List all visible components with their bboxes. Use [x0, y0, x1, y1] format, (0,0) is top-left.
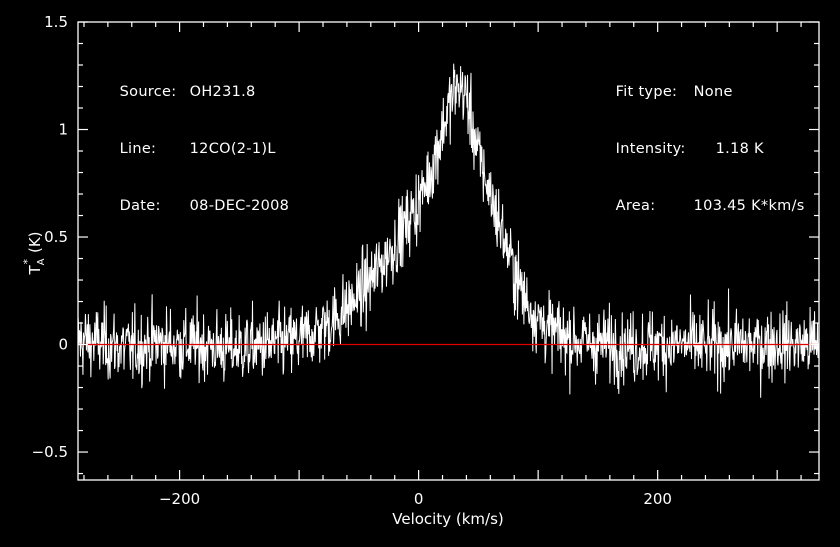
- intensity-value: 1.18 K: [715, 141, 764, 157]
- x-axis-label: Velocity (km/s): [392, 510, 503, 528]
- y-tick-label: 1: [58, 121, 68, 139]
- y-axis-label-main: T: [26, 265, 44, 276]
- fit-type-value: None: [693, 84, 733, 100]
- line-value: 12CO(2-1)L: [189, 141, 276, 157]
- header-row-date: Date: 08-DEC-2008: [100, 182, 289, 214]
- y-axis-label-unit: (K): [26, 231, 44, 253]
- y-axis-label-sub: A: [36, 258, 47, 265]
- y-tick-label: 0.5: [44, 228, 68, 246]
- y-tick-label: 1.5: [44, 13, 68, 31]
- date-value: 08-DEC-2008: [189, 198, 290, 214]
- y-axis-label-sup: *: [21, 259, 34, 265]
- y-axis-label: TA* (K): [21, 231, 47, 275]
- y-tick-label: 0: [58, 336, 68, 354]
- source-value: OH231.8: [189, 84, 256, 100]
- line-key: Line:: [119, 141, 157, 157]
- header-row-intensity: Intensity: 1.18 K: [596, 125, 805, 157]
- x-tick-label: −200: [159, 490, 200, 508]
- header-row-source: Source: OH231.8: [100, 68, 289, 100]
- plot-frame: [77, 21, 820, 481]
- x-tick-labels: −200 0 200: [159, 490, 672, 508]
- svg-text:TA*(K): TA* (K): [21, 231, 47, 275]
- header-row-fit-type: Fit type: None: [596, 68, 805, 100]
- x-tick-label: 200: [643, 490, 672, 508]
- source-key: Source:: [119, 84, 177, 100]
- area-value: 103.45 K*km/s: [693, 198, 805, 214]
- x-tick-label: 0: [414, 490, 424, 508]
- header-left-info: Source: OH231.8 Line: 12CO(2-1)L Date: 08-D…: [100, 36, 289, 223]
- intensity-key: Intensity:: [615, 141, 686, 157]
- y-tick-labels: −0.5 0 0.5 1 1.5: [32, 13, 68, 461]
- header-row-area: Area: 103.45 K*km/s: [596, 182, 805, 214]
- header-row-line: Line: 12CO(2-1)L: [100, 125, 289, 157]
- axis-ticks: [78, 21, 819, 480]
- header-right-info: Fit type: None Intensity: 1.18 K Area: 103.…: [596, 36, 805, 223]
- fit-type-key: Fit type:: [615, 84, 678, 100]
- date-key: Date:: [119, 198, 161, 214]
- y-tick-label: −0.5: [32, 443, 68, 461]
- area-key: Area:: [615, 198, 656, 214]
